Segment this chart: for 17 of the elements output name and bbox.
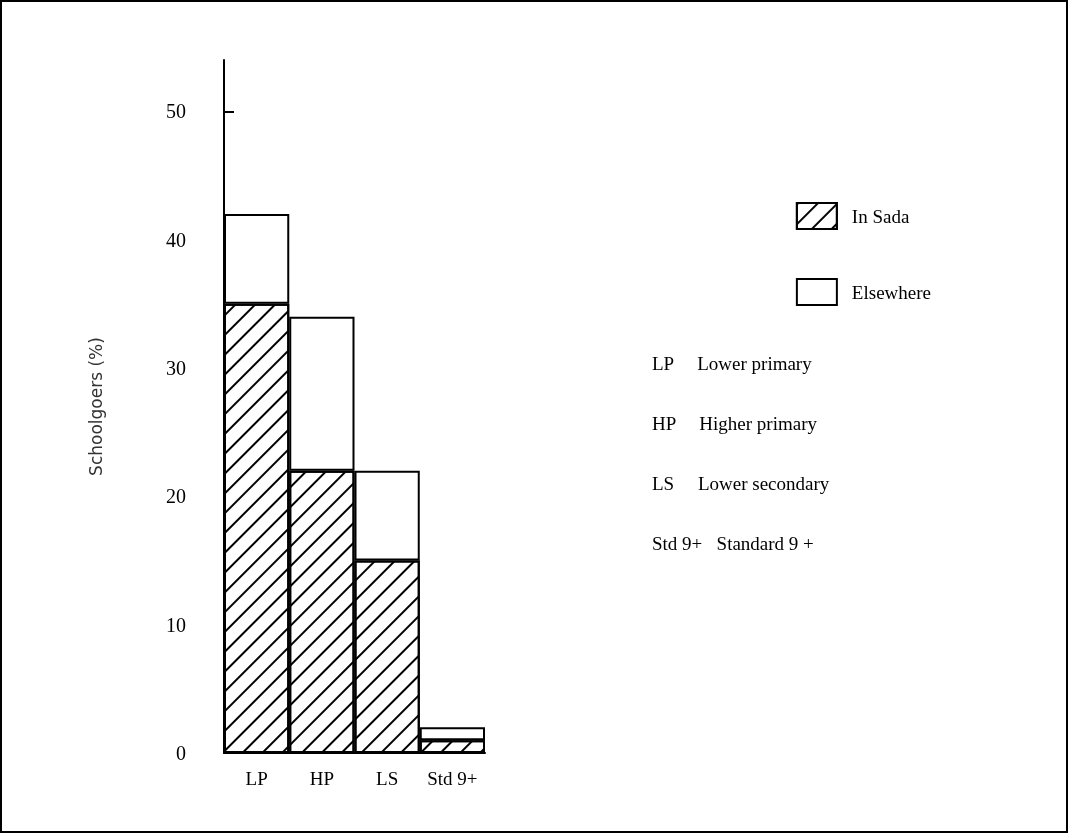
y-tick-label: 20 (166, 485, 186, 508)
y-tick-label: 40 (166, 228, 186, 251)
legend-label: In Sada (851, 205, 910, 227)
x-tick-label: Std 9+ (427, 768, 478, 789)
y-tick-label: 30 (166, 357, 186, 379)
x-tick-label: HP (309, 768, 335, 789)
x-tick-label: LS (376, 768, 399, 789)
y-tick-label: 10 (166, 613, 186, 636)
x-tick-label: LP (245, 768, 268, 789)
text: LP Lower primary (652, 353, 813, 374)
y-tick-label: 0 (176, 742, 186, 764)
text: LS Lower secondary (652, 473, 830, 494)
legend-label: Elsewhere (851, 281, 932, 303)
text: Std 9+ Standard 9 + (652, 533, 814, 554)
y-tick-label: 50 (166, 100, 186, 123)
text: HP Higher primary (652, 413, 818, 434)
y-axis-title: Schoolgoers (%) (85, 337, 106, 476)
